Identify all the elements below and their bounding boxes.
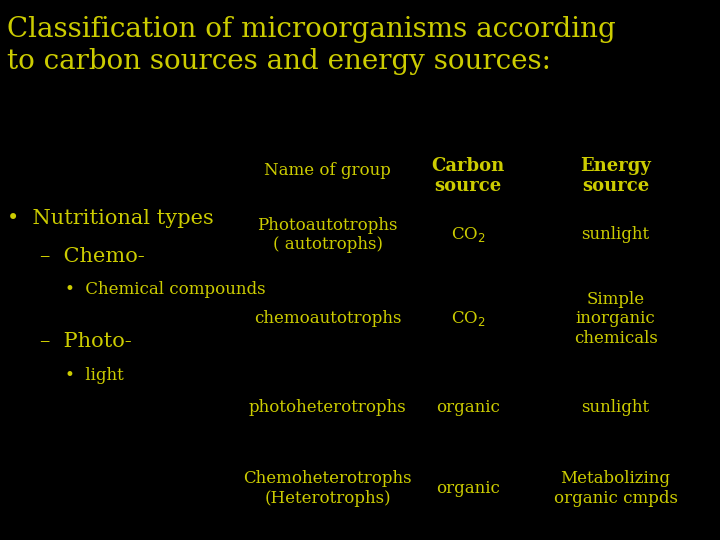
Text: •  Nutritional types: • Nutritional types xyxy=(7,209,214,228)
Text: organic: organic xyxy=(436,399,500,416)
Text: Carbon
source: Carbon source xyxy=(431,157,505,195)
Text: –  Chemo-: – Chemo- xyxy=(40,247,144,266)
Text: CO$_2$: CO$_2$ xyxy=(451,309,485,328)
Text: Energy
source: Energy source xyxy=(580,157,651,195)
Text: –  Photo-: – Photo- xyxy=(40,332,131,351)
Text: Classification of microorganisms according
to carbon sources and energy sources:: Classification of microorganisms accordi… xyxy=(7,16,616,76)
Text: Photoautotrophs
( autotrophs): Photoautotrophs ( autotrophs) xyxy=(257,217,398,253)
Text: •  light: • light xyxy=(65,367,124,384)
Text: Name of group: Name of group xyxy=(264,162,391,179)
Text: Chemoheterotrophs
(Heterotrophs): Chemoheterotrophs (Heterotrophs) xyxy=(243,470,412,507)
Text: sunlight: sunlight xyxy=(582,399,649,416)
Text: sunlight: sunlight xyxy=(582,226,649,244)
Text: •  Chemical compounds: • Chemical compounds xyxy=(65,281,266,299)
Text: organic: organic xyxy=(436,480,500,497)
Text: CO$_2$: CO$_2$ xyxy=(451,225,485,245)
Text: chemoautotrophs: chemoautotrophs xyxy=(254,310,401,327)
Text: photoheterotrophs: photoheterotrophs xyxy=(248,399,407,416)
Text: Metabolizing
organic cmpds: Metabolizing organic cmpds xyxy=(554,470,678,507)
Text: Simple
inorganic
chemicals: Simple inorganic chemicals xyxy=(574,291,657,347)
